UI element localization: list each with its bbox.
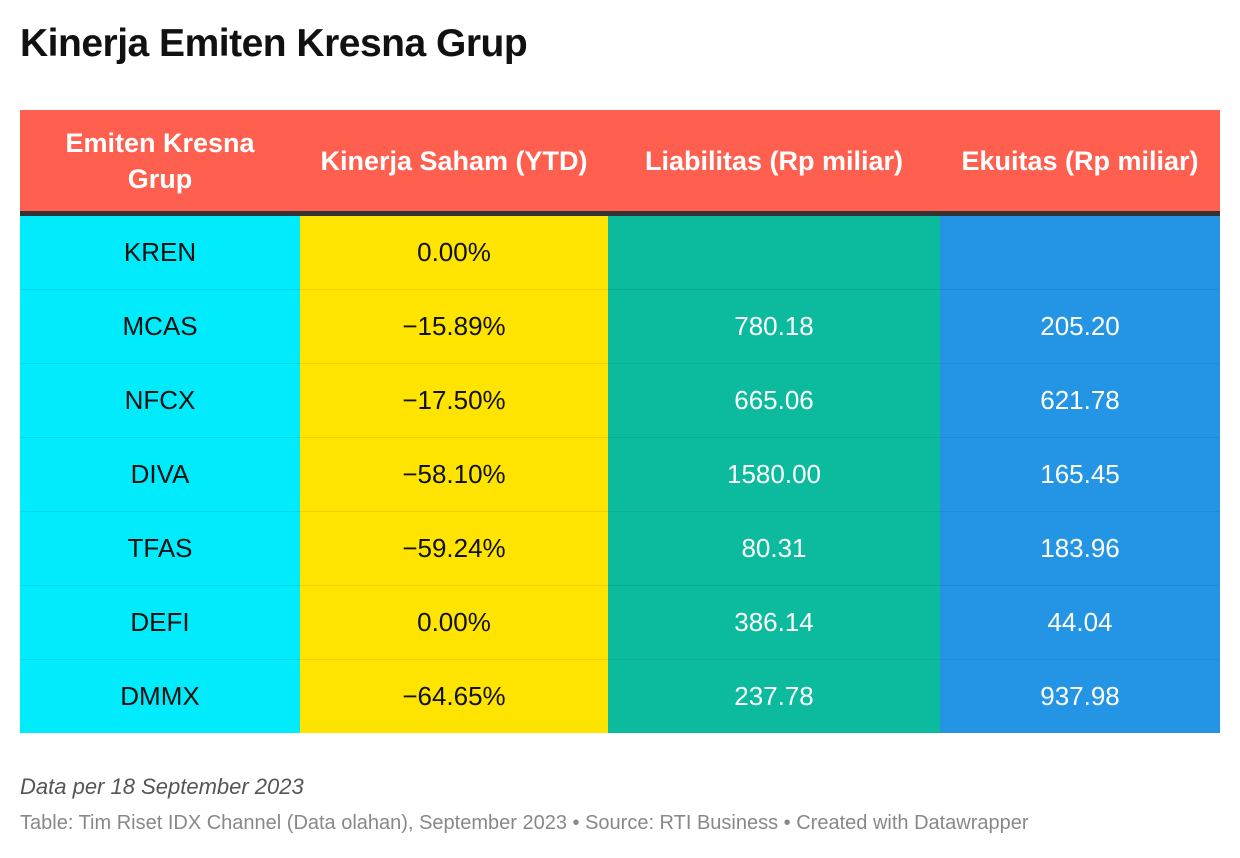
- cell-ekuitas: 44.04: [940, 585, 1220, 660]
- column-header-liabilitas[interactable]: Liabilitas (Rp miliar): [608, 110, 940, 216]
- cell-emiten: DEFI: [20, 585, 300, 660]
- cell-liabilitas: 1580.00: [608, 437, 940, 512]
- chart-title: Kinerja Emiten Kresna Grup: [20, 22, 528, 65]
- cell-ekuitas: 183.96: [940, 511, 1220, 586]
- header-row: Emiten Kresna Grup Kinerja Saham (YTD) L…: [20, 110, 1220, 216]
- cell-liabilitas: 80.31: [608, 511, 940, 586]
- cell-emiten: DIVA: [20, 437, 300, 512]
- cell-emiten: KREN: [20, 213, 300, 290]
- cell-ekuitas: 621.78: [940, 363, 1220, 438]
- cell-liabilitas: [608, 213, 940, 290]
- column-header-kinerja[interactable]: Kinerja Saham (YTD): [300, 110, 608, 216]
- cell-kinerja: −64.65%: [300, 659, 608, 733]
- cell-kinerja: −58.10%: [300, 437, 608, 512]
- cell-liabilitas: 237.78: [608, 659, 940, 733]
- table-row: TFAS −59.24% 80.31 183.96: [20, 511, 1220, 586]
- data-table: Emiten Kresna Grup Kinerja Saham (YTD) L…: [20, 110, 1220, 733]
- table-row: DMMX −64.65% 237.78 937.98: [20, 659, 1220, 733]
- cell-ekuitas: 937.98: [940, 659, 1220, 733]
- cell-kinerja: 0.00%: [300, 213, 608, 290]
- cell-liabilitas: 780.18: [608, 289, 940, 364]
- cell-emiten: MCAS: [20, 289, 300, 364]
- table-row: KREN 0.00%: [20, 213, 1220, 290]
- table-row: DEFI 0.00% 386.14 44.04: [20, 585, 1220, 660]
- cell-emiten: TFAS: [20, 511, 300, 586]
- table-row: DIVA −58.10% 1580.00 165.45: [20, 437, 1220, 512]
- source-footer: Table: Tim Riset IDX Channel (Data olaha…: [20, 812, 1029, 834]
- cell-ekuitas: 165.45: [940, 437, 1220, 512]
- cell-ekuitas: [940, 213, 1220, 290]
- cell-kinerja: 0.00%: [300, 585, 608, 660]
- column-header-emiten[interactable]: Emiten Kresna Grup: [20, 110, 300, 216]
- cell-ekuitas: 205.20: [940, 289, 1220, 364]
- cell-kinerja: −59.24%: [300, 511, 608, 586]
- cell-kinerja: −17.50%: [300, 363, 608, 438]
- column-header-ekuitas[interactable]: Ekuitas (Rp miliar): [940, 110, 1220, 216]
- cell-kinerja: −15.89%: [300, 289, 608, 364]
- cell-emiten: NFCX: [20, 363, 300, 438]
- table-row: MCAS −15.89% 780.18 205.20: [20, 289, 1220, 364]
- data-date-note: Data per 18 September 2023: [20, 774, 304, 799]
- cell-emiten: DMMX: [20, 659, 300, 733]
- table-row: NFCX −17.50% 665.06 621.78: [20, 363, 1220, 438]
- cell-liabilitas: 386.14: [608, 585, 940, 660]
- cell-liabilitas: 665.06: [608, 363, 940, 438]
